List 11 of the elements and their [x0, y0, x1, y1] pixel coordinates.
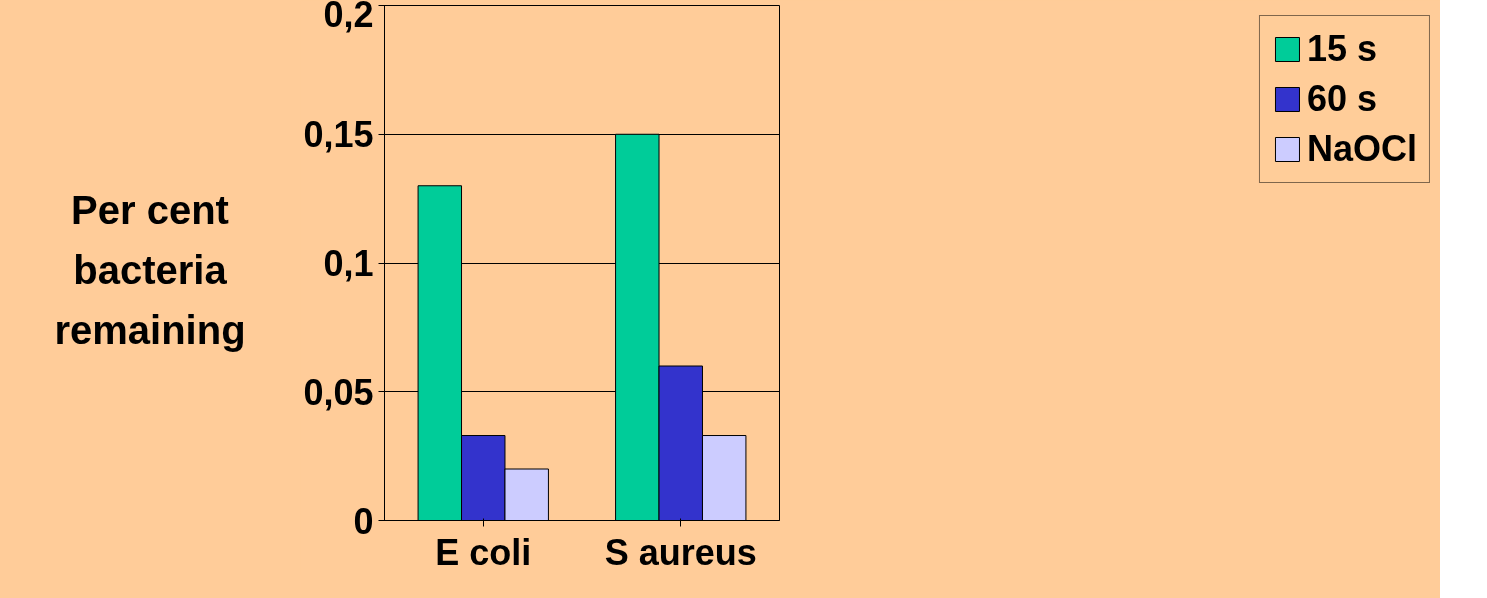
legend-label: NaOCl: [1306, 128, 1417, 170]
y-axis-title: Per cent bacteria remaining: [53, 187, 247, 354]
y-tick-label: 0,1: [323, 243, 374, 284]
legend-label: 15 s: [1306, 28, 1378, 70]
y-tick-label: 0,05: [303, 371, 374, 413]
x-tick-label: E coli: [435, 531, 532, 573]
y-tick-label: 0,15: [303, 114, 374, 156]
legend-label: 60 s: [1306, 78, 1378, 120]
x-tick-label: S aureus: [604, 531, 757, 573]
y-tick-label: 0,2: [323, 0, 374, 35]
y-tick-label: 0: [353, 500, 374, 542]
